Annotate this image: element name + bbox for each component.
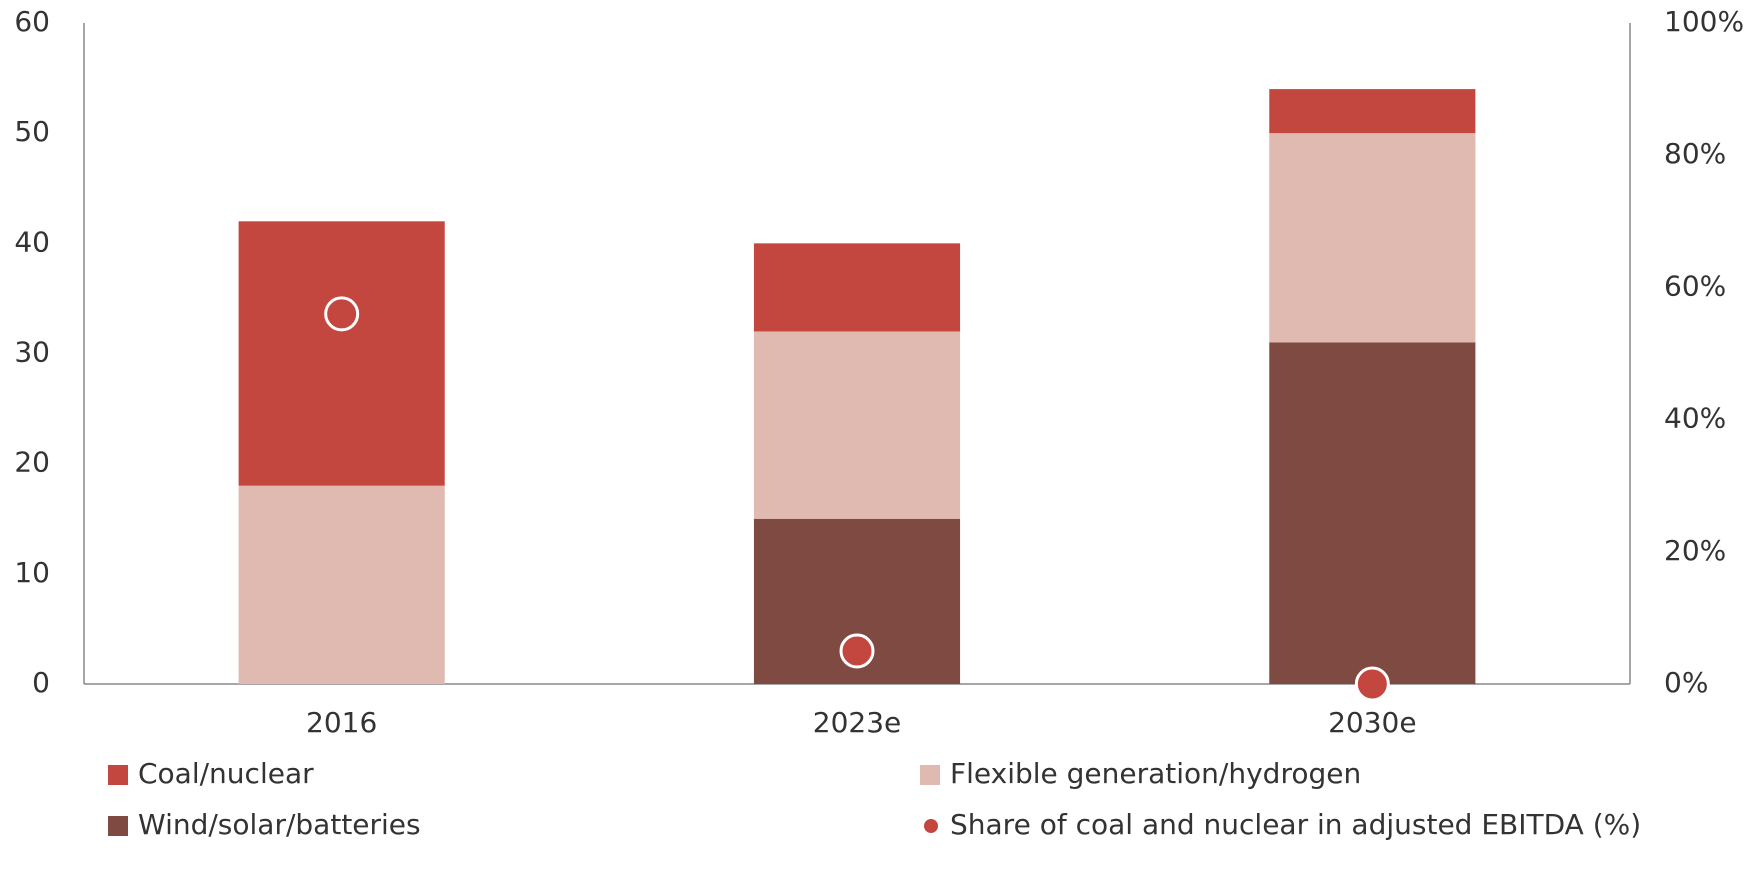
y2-tick-label: 100%: [1664, 5, 1744, 38]
y2-tick-label: 40%: [1664, 402, 1726, 435]
x-tick-label: 2030e: [1328, 706, 1416, 739]
legend-marker: [924, 819, 938, 833]
share-marker: [1354, 666, 1390, 702]
y-tick-label: 60: [14, 5, 50, 38]
legend-label: Share of coal and nuclear in adjusted EB…: [950, 808, 1641, 841]
y2-tick-label: 0%: [1664, 666, 1708, 699]
y-tick-label: 20: [14, 446, 50, 479]
y-tick-label: 10: [14, 556, 50, 589]
x-tick-label: 2023e: [813, 706, 901, 739]
bar-segment: [753, 243, 961, 332]
y2-tick-label: 80%: [1664, 137, 1726, 170]
y2-tick-label: 60%: [1664, 269, 1726, 302]
bar-segment: [238, 485, 445, 684]
y-tick-label: 30: [14, 336, 50, 369]
legend-swatch: [108, 765, 128, 785]
share-marker: [839, 633, 875, 669]
bar-segment: [1269, 342, 1476, 684]
y-tick-label: 50: [14, 115, 50, 148]
y2-tick-label: 20%: [1664, 534, 1726, 567]
y-tick-label: 0: [32, 666, 50, 699]
bar-segment: [238, 221, 445, 486]
bar-segment: [1269, 133, 1476, 343]
legend-label: Wind/solar/batteries: [138, 808, 421, 841]
legend-swatch: [108, 816, 128, 836]
legend-label: Flexible generation/hydrogen: [950, 757, 1361, 790]
x-tick-label: 2016: [306, 706, 377, 739]
y-tick-label: 40: [14, 225, 50, 258]
share-marker: [324, 296, 360, 332]
legend-swatch: [920, 765, 940, 785]
bar-segment: [753, 331, 961, 519]
bar-segment: [1269, 89, 1476, 134]
legend-label: Coal/nuclear: [138, 757, 314, 790]
